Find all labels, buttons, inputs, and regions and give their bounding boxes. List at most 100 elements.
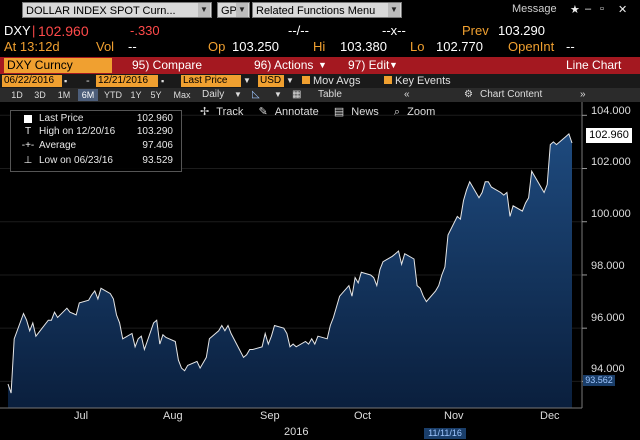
security-dropdown-label: DOLLAR INDEX SPOT Curn... bbox=[26, 5, 176, 17]
x-month-label: Sep bbox=[260, 410, 280, 422]
last-price-swatch-icon bbox=[24, 115, 32, 123]
table-button[interactable]: Table bbox=[318, 89, 342, 100]
bid-ask: --x-- bbox=[382, 23, 406, 38]
y-tick-label: 98.000 bbox=[591, 260, 625, 272]
last-price: 102.960 bbox=[38, 23, 89, 39]
restore-icon[interactable]: ▫ bbox=[600, 3, 604, 15]
low-label: Lo bbox=[410, 39, 425, 54]
mov-avgs-checkbox[interactable] bbox=[302, 76, 310, 84]
annotate-button[interactable]: Annotate bbox=[274, 106, 319, 118]
chart-content-button[interactable]: Chart Content bbox=[480, 89, 543, 100]
high-label: Hi bbox=[313, 39, 326, 54]
grid-icon[interactable]: ▦ bbox=[292, 89, 302, 100]
message-button[interactable]: Message bbox=[512, 3, 557, 15]
calendar-icon[interactable]: ▪ bbox=[64, 76, 68, 86]
open-interest-value: -- bbox=[566, 39, 575, 54]
close-icon[interactable]: ✕ bbox=[618, 4, 628, 16]
function-dropdown[interactable]: GP ▼ bbox=[217, 2, 250, 18]
end-date-input[interactable]: 12/21/2016 bbox=[96, 75, 158, 87]
y-tick-label: 94.000 bbox=[591, 363, 625, 375]
security-input[interactable]: DXY Curncy bbox=[4, 58, 112, 73]
tab-5y[interactable]: 5Y bbox=[150, 90, 162, 100]
legend-high-label: High on 12/20/16 bbox=[39, 126, 116, 137]
key-events-checkbox[interactable] bbox=[384, 76, 392, 84]
mov-avgs-label: Mov Avgs bbox=[313, 75, 361, 87]
chevron-down-icon[interactable]: ▼ bbox=[236, 3, 248, 17]
legend-low-label: Low on 06/23/16 bbox=[39, 155, 113, 166]
chart-legend[interactable]: Last Price 102.960 T High on 12/20/16 10… bbox=[10, 110, 182, 172]
gear-icon[interactable]: ⚙ bbox=[464, 89, 473, 100]
legend-average-label: Average bbox=[39, 140, 77, 151]
x-month-label: Dec bbox=[540, 410, 560, 422]
x-month-label: Jul bbox=[74, 410, 89, 422]
news-button[interactable]: News bbox=[351, 106, 379, 118]
tick-count: --/-- bbox=[288, 23, 309, 38]
line-chart-icon[interactable]: ◺ bbox=[252, 89, 260, 100]
date-separator: - bbox=[86, 75, 90, 87]
tab-1m[interactable]: 1M bbox=[57, 90, 71, 100]
low-price-tag: 93.562 bbox=[583, 375, 615, 386]
legend-low-value: 93.529 bbox=[142, 155, 173, 166]
frequency-select[interactable]: Daily bbox=[202, 89, 225, 100]
high-value: 103.380 bbox=[340, 39, 387, 54]
star-icon[interactable]: ★ bbox=[570, 4, 580, 16]
field-select[interactable]: Last Price bbox=[181, 75, 241, 87]
chevron-down-icon[interactable]: ▼ bbox=[318, 60, 327, 70]
period-bar: 1D 3D 1M 6M YTD 1Y 5Y Max Daily ▼ ◺ ▼ ▦ … bbox=[0, 88, 640, 102]
y-tick-label: 102.000 bbox=[591, 156, 631, 168]
command-bar: DXY Curncy 95) Compare 96) Actions ▼ 97)… bbox=[0, 57, 640, 74]
chart-area[interactable]: ✢ Track ✎ Annotate ▤ News ⌕ Zoom bbox=[0, 102, 640, 440]
cursor-date-tag: 11/11/16 bbox=[424, 428, 466, 439]
y-tick-label: 100.000 bbox=[591, 208, 631, 220]
zoom-button[interactable]: Zoom bbox=[407, 106, 436, 118]
x-month-label: Oct bbox=[354, 410, 372, 422]
currency-select[interactable]: USD bbox=[258, 75, 284, 87]
expand-icon[interactable]: » bbox=[580, 89, 586, 100]
tab-1y[interactable]: 1Y bbox=[130, 90, 142, 100]
collapse-icon[interactable]: « bbox=[404, 89, 410, 100]
price-line bbox=[7, 133, 573, 394]
low-value: 102.770 bbox=[436, 39, 483, 54]
chevron-down-icon[interactable]: ▼ bbox=[389, 60, 398, 70]
news-icon[interactable]: ▤ bbox=[333, 106, 345, 118]
actions-button[interactable]: 96) Actions bbox=[254, 58, 314, 72]
y-tick-label: 96.000 bbox=[591, 312, 625, 324]
tab-max[interactable]: Max bbox=[173, 90, 191, 100]
chevron-down-icon[interactable]: ▼ bbox=[388, 3, 400, 17]
settings-bar: 06/22/2016 ▪ - 12/21/2016 ▪ Last Price ▼… bbox=[0, 74, 640, 88]
volume-label: Vol bbox=[96, 39, 115, 54]
chevron-down-icon[interactable]: ▼ bbox=[286, 76, 294, 85]
prev-label: Prev bbox=[462, 23, 489, 38]
minimize-icon[interactable]: – bbox=[585, 3, 592, 15]
tab-1d[interactable]: 1D bbox=[11, 90, 23, 100]
related-functions-dropdown[interactable]: Related Functions Menu ▼ bbox=[252, 2, 402, 18]
x-year-label: 2016 bbox=[284, 426, 309, 438]
tab-3d[interactable]: 3D bbox=[34, 90, 46, 100]
high-marker-icon: T bbox=[24, 126, 32, 137]
track-button[interactable]: Track bbox=[216, 106, 244, 118]
track-icon[interactable]: ✢ bbox=[200, 106, 210, 118]
legend-last-value: 102.960 bbox=[136, 113, 173, 124]
security-dropdown[interactable]: DOLLAR INDEX SPOT Curn... ▼ bbox=[22, 2, 212, 18]
price-change: -.330 bbox=[130, 23, 160, 38]
zoom-icon[interactable]: ⌕ bbox=[393, 106, 401, 118]
annotate-icon[interactable]: ✎ bbox=[258, 106, 268, 118]
y-tick-label: 104.000 bbox=[591, 105, 631, 117]
chevron-down-icon[interactable]: ▼ bbox=[274, 90, 282, 99]
chevron-down-icon[interactable]: ▼ bbox=[234, 90, 242, 99]
tab-6m[interactable]: 6M bbox=[78, 89, 98, 101]
view-label: Line Chart bbox=[566, 58, 622, 72]
chevron-down-icon[interactable]: ▼ bbox=[198, 3, 210, 17]
x-month-label: Nov bbox=[444, 410, 464, 422]
legend-high-value: 103.290 bbox=[136, 126, 173, 137]
start-date-input[interactable]: 06/22/2016 bbox=[2, 75, 62, 87]
calendar-icon[interactable]: ▪ bbox=[161, 76, 165, 86]
axis-ticks bbox=[0, 102, 587, 409]
legend-average-value: 97.406 bbox=[142, 140, 173, 151]
chevron-down-icon[interactable]: ▼ bbox=[243, 76, 251, 85]
compare-button[interactable]: 95) Compare bbox=[132, 58, 203, 72]
tab-ytd[interactable]: YTD bbox=[104, 90, 122, 100]
chart-toolbar: ✢ Track ✎ Annotate ▤ News ⌕ Zoom bbox=[200, 105, 447, 119]
edit-button[interactable]: 97) Edit bbox=[348, 58, 390, 72]
average-marker-icon: -+- bbox=[21, 140, 35, 151]
